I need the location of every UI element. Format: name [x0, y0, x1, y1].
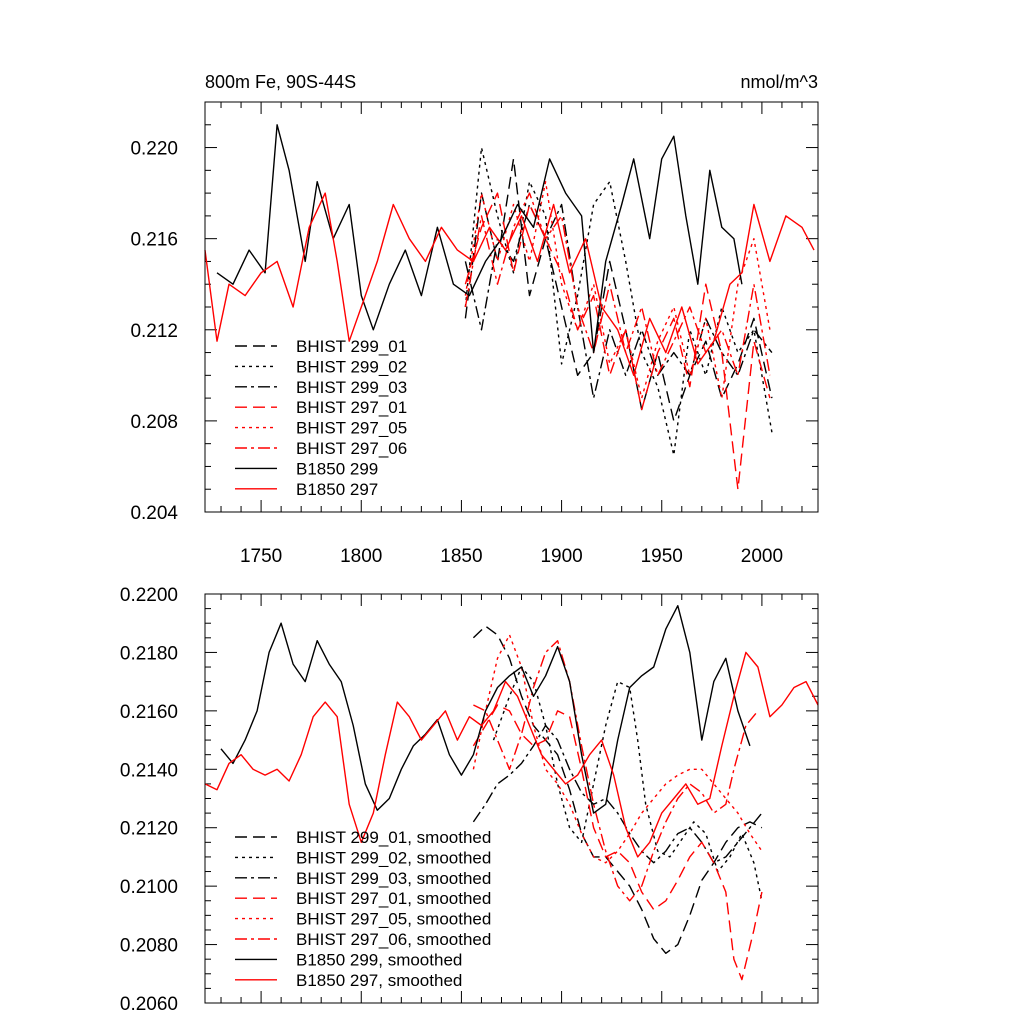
x-tick-label: 1750 — [240, 546, 282, 567]
y-tick-label: 0.220 — [130, 139, 178, 160]
legend-label: BHIST 299_01, smoothed — [296, 828, 491, 847]
x-tick-label: 1900 — [540, 546, 582, 567]
legend-label: BHIST 299_01 — [296, 337, 407, 356]
legend-label: BHIST 297_05, smoothed — [296, 910, 491, 929]
legend-label: BHIST 299_03, smoothed — [296, 869, 491, 888]
legend-label: B1850 297 — [296, 480, 378, 499]
x-tick-label: 1850 — [440, 546, 482, 567]
legend-label: BHIST 297_01 — [296, 398, 407, 417]
y-tick-label: 0.2080 — [120, 936, 178, 957]
y-tick-label: 0.2100 — [120, 877, 178, 898]
series-line — [464, 158, 773, 422]
series-line — [464, 146, 773, 456]
legend-label: BHIST 297_05 — [296, 419, 407, 438]
series-line — [472, 724, 763, 864]
top-plot-frame — [204, 101, 819, 513]
series-line — [473, 640, 759, 902]
y-tick-label: 0.2160 — [120, 702, 178, 723]
legend-label: BHIST 299_03 — [296, 378, 407, 397]
series-line — [464, 192, 771, 490]
y-tick-label: 0.2120 — [120, 819, 178, 840]
series-line — [220, 605, 751, 814]
y-tick-label: 0.2140 — [120, 760, 178, 781]
legend-label: BHIST 299_02, smoothed — [296, 848, 491, 867]
legend-label: B1850 299 — [296, 459, 378, 478]
top-panel: 800m Fe, 90S-44S nmol/m^3 1750 1800 1850 19… — [130, 72, 819, 567]
y-tick-label: 0.208 — [130, 412, 178, 433]
y-tick-label: 0.2060 — [120, 994, 178, 1015]
top-series-lines — [204, 124, 815, 490]
top-units: nmol/m^3 — [741, 72, 818, 92]
top-title: 800m Fe, 90S-44S — [205, 72, 356, 92]
legend-label: BHIST 297_06, smoothed — [296, 930, 491, 949]
x-tick-label: 2000 — [741, 546, 783, 567]
legend-label: B1850 297, smoothed — [296, 971, 462, 990]
y-tick-label: 0.204 — [130, 503, 178, 524]
y-tick-label: 0.2200 — [120, 585, 178, 606]
series-line — [464, 181, 771, 399]
y-tick-label: 0.212 — [130, 321, 178, 342]
series-line — [492, 666, 763, 901]
bottom-plot-frame — [204, 593, 819, 1004]
bottom-series-lines — [204, 605, 819, 981]
top-x-tick-labels: 1750 1800 1850 1900 1950 2000 — [240, 546, 783, 567]
x-tick-label: 1950 — [641, 546, 683, 567]
bottom-panel: 0.2060 0.2080 0.2100 0.2120 0.2140 0.2160 0.21… — [120, 585, 819, 1015]
legend-label: B1850 299, smoothed — [296, 950, 462, 969]
legend-label: BHIST 297_06 — [296, 439, 407, 458]
series-line — [216, 124, 743, 354]
legend-label: BHIST 299_02 — [296, 357, 407, 376]
series-line — [472, 704, 763, 981]
x-tick-label: 1800 — [340, 546, 382, 567]
y-tick-label: 0.2180 — [120, 643, 178, 664]
y-tick-label: 0.216 — [130, 230, 178, 251]
series-line — [204, 192, 815, 376]
series-line — [204, 651, 819, 858]
legend-label: BHIST 297_01, smoothed — [296, 889, 491, 908]
series-line — [464, 192, 771, 376]
bottom-y-tick-labels: 0.2060 0.2080 0.2100 0.2120 0.2140 0.2160 0.21… — [120, 585, 178, 1015]
bottom-axis-ticks — [205, 593, 818, 1004]
top-y-tick-labels: 0.204 0.208 0.212 0.216 0.220 — [130, 139, 178, 524]
